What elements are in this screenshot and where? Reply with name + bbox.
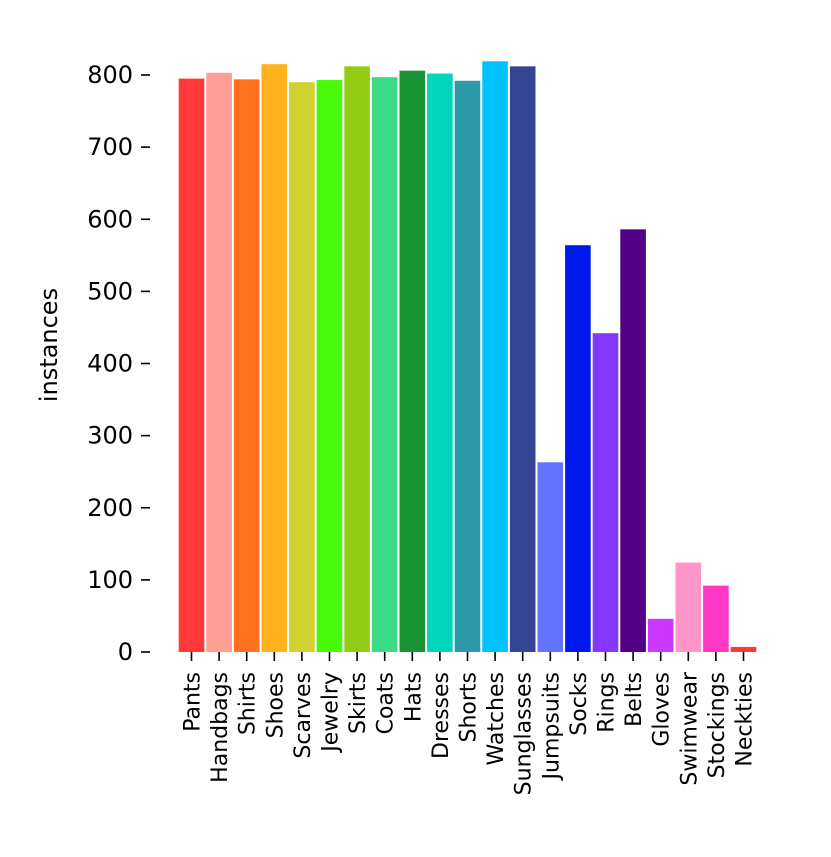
bar-handbags [206,72,232,653]
x-tick-label-socks: Socks [567,672,592,736]
y-tick-label-600: 600 [87,205,133,233]
bar-pants [178,78,205,652]
bar-rings [592,333,619,652]
x-tick-label-dresses: Dresses [429,672,454,759]
bar-socks [565,245,591,652]
y-tick-label-200: 200 [87,494,133,522]
bar-shorts [454,80,481,652]
y-axis-label: instances [35,288,63,402]
x-tick-label-jewelry: Jewelry [319,672,344,754]
bar-dresses [427,73,453,653]
bar-scarves [289,82,315,652]
x-tick-label-stockings: Stockings [705,672,730,778]
bar-hats [399,70,426,653]
bar-sunglasses [509,66,536,653]
x-tick-label-handbags: Handbags [208,672,233,783]
bars [178,61,757,653]
y-tick-label-500: 500 [87,277,133,305]
x-tick-label-neckties: Neckties [733,672,758,767]
y-tick-label-100: 100 [87,566,133,594]
bar-jewelry [316,80,343,652]
x-tick-label-scarves: Scarves [291,672,316,759]
x-tick-label-hats: Hats [401,672,426,722]
x-tick-label-pants: Pants [181,672,206,732]
x-tick-label-belts: Belts [622,672,647,727]
y-tick-label-400: 400 [87,350,133,378]
y-tick-label-0: 0 [118,638,133,666]
y-axis: 0 100 200 300 400 500 600 700 800 [87,61,150,666]
x-tick-label-watches: Watches [484,672,509,766]
bar-gloves [647,618,674,652]
x-axis: Pants Handbags Shirts Shoes Scarves Jewelry Sk… [181,652,758,795]
bar-stockings [703,585,729,652]
bar-shirts [233,79,260,652]
bar-swimwear [675,562,702,652]
x-tick-label-shorts: Shorts [457,672,482,743]
x-tick-label-shoes: Shoes [263,672,288,738]
bar-jumpsuits [537,462,564,652]
y-tick-label-300: 300 [87,422,133,450]
bar-belts [620,229,646,652]
x-tick-label-shirts: Shirts [236,672,261,735]
x-tick-label-skirts: Skirts [346,672,371,734]
x-tick-label-gloves: Gloves [650,672,675,747]
bar-coats [371,77,398,652]
x-tick-label-rings: Rings [595,672,620,733]
y-tick-label-700: 700 [87,133,133,161]
x-tick-label-sunglasses: Sunglasses [512,672,537,795]
x-tick-label-swimwear: Swimwear [677,671,702,786]
bar-shoes [261,64,288,652]
bar-watches [482,61,508,652]
bar-skirts [344,66,370,653]
bar-neckties [730,646,757,652]
x-tick-label-coats: Coats [374,672,399,734]
y-tick-label-800: 800 [87,61,133,89]
x-tick-label-jumpsuits: Jumpsuits [539,672,564,781]
